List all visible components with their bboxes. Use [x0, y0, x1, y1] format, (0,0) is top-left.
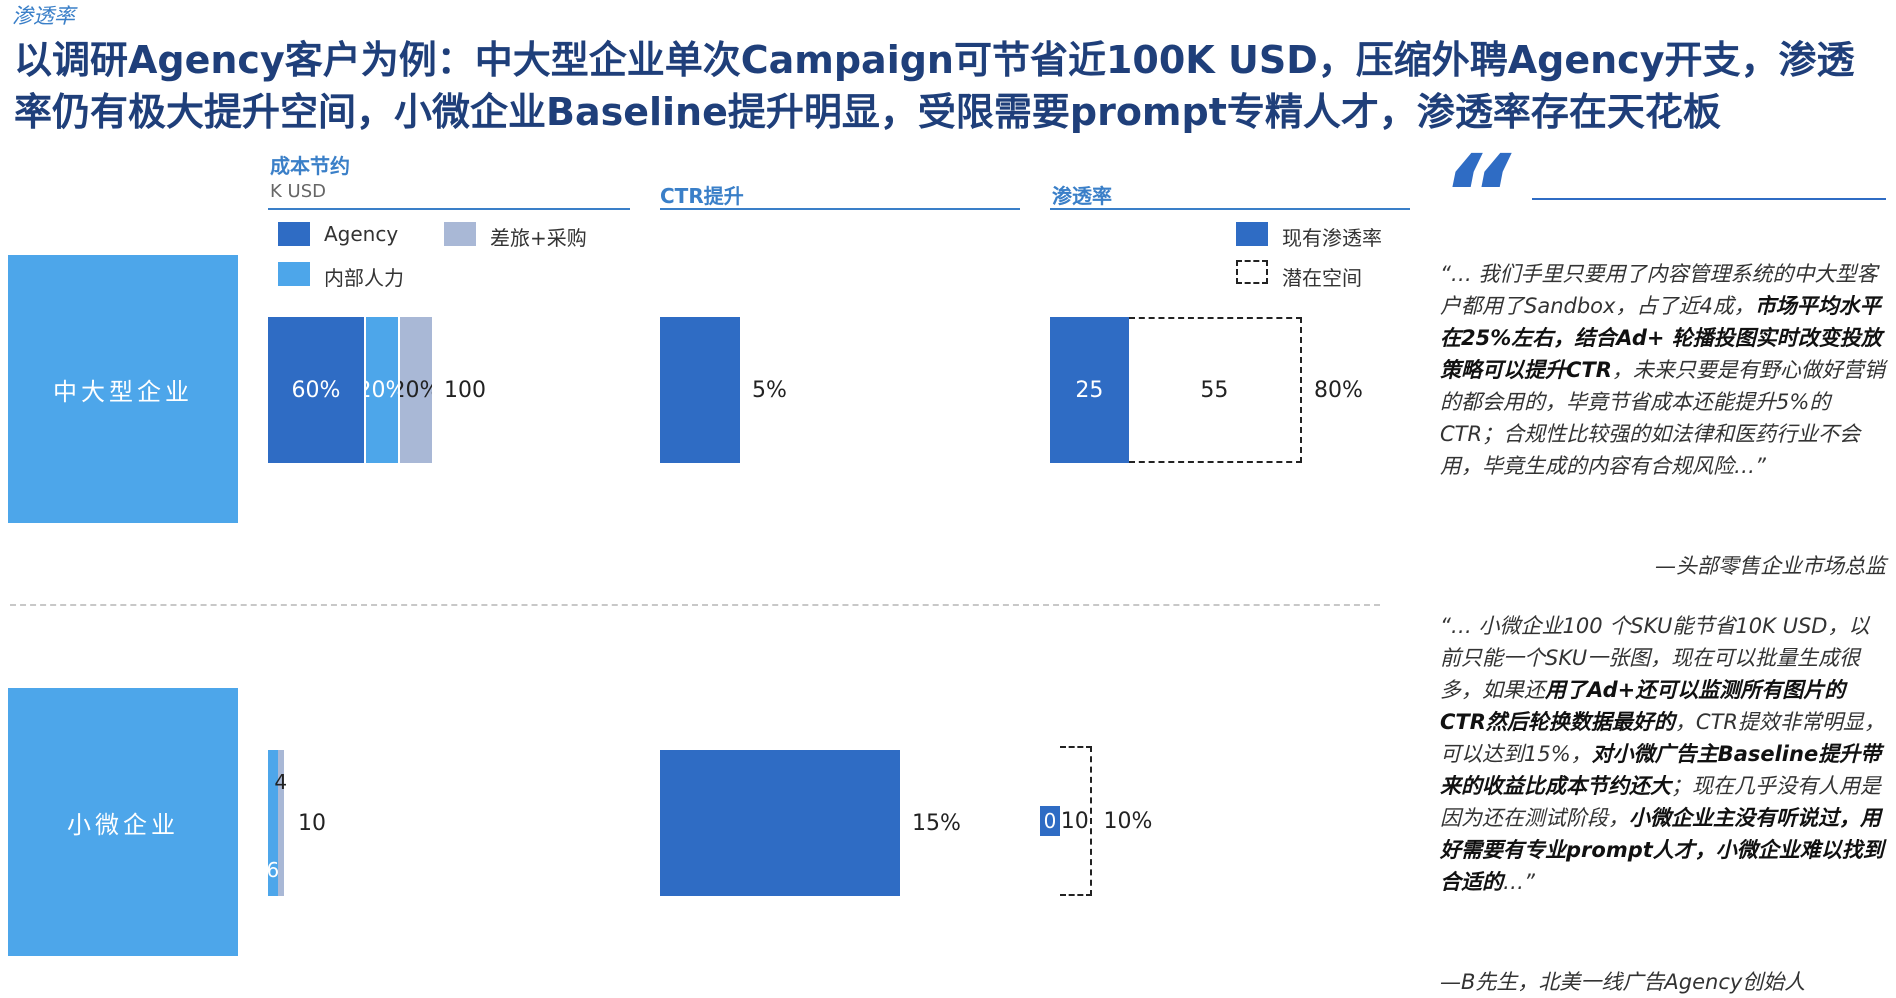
cost-agency-segment: 60%: [268, 317, 366, 463]
legend-agency-label: Agency: [324, 222, 399, 246]
ctr-bar-large: 5%: [660, 317, 787, 463]
ctr-large-label: 5%: [752, 377, 787, 403]
legend-potential-label: 潜在空间: [1282, 266, 1362, 290]
legend-internal-label: 内部人力: [324, 266, 404, 290]
quote-1-attribution: —头部零售企业市场总监: [1655, 554, 1886, 578]
ctr-small-segment: [660, 750, 900, 896]
ctr-section-rule: [660, 208, 1020, 210]
pen-bar-large: 25 55 80%: [1050, 317, 1363, 463]
pen-potential-large-label: 55: [1200, 377, 1229, 403]
cost-internal-small-segment: 6: [268, 750, 278, 896]
cost-bar-small: 6 4 10: [268, 750, 326, 896]
legend-current-swatch: [1236, 222, 1268, 246]
pen-total-small: 10%: [1103, 808, 1153, 834]
pen-potential-small-segment: 10: [1060, 746, 1092, 896]
cost-internal-label: 20%: [366, 377, 398, 403]
penetration-section-rule: [1050, 208, 1410, 210]
cost-internal-segment: 20%: [366, 317, 400, 463]
pen-current-small-label: 0: [1043, 809, 1057, 833]
row-label-small-enterprise: 小微企业: [8, 688, 238, 956]
cost-travel-segment: 20%: [400, 317, 432, 463]
pen-potential-small-label: 10: [1060, 808, 1089, 834]
quote-rule: [1532, 198, 1886, 200]
cost-unit-label: K USD: [270, 181, 326, 202]
ctr-bar-small: 15%: [660, 750, 961, 896]
cost-total-large: 100: [444, 377, 486, 403]
cost-section-title: 成本节约: [270, 154, 350, 178]
legend-internal-swatch: [278, 262, 310, 286]
penetration-section-title: 渗透率: [1052, 184, 1112, 208]
quote-2-attribution: —B先生，北美一线广告Agency创始人: [1440, 970, 1806, 994]
pen-current-small-segment: 0: [1040, 806, 1060, 836]
quote-2: “… 小微企业100 个SKU能节省10K USD，以前只能一个SKU一张图，现…: [1440, 614, 1885, 894]
pen-total-large: 80%: [1314, 377, 1363, 403]
page-title: 以调研Agency客户为例：中大型企业单次Campaign可节省近100K US…: [14, 38, 1855, 134]
legend-potential-swatch: [1236, 260, 1268, 284]
row-divider: [10, 604, 1380, 606]
cost-section-rule: [268, 208, 630, 210]
pen-potential-large-segment: 55: [1128, 317, 1302, 463]
section-tag: 渗透率: [12, 4, 75, 28]
pen-current-large-segment: 25: [1050, 317, 1129, 463]
legend-travel-label: 差旅+采购: [490, 226, 587, 250]
cost-travel-small-segment: 4: [274, 750, 287, 896]
cost-agency-label: 60%: [291, 377, 341, 403]
pen-current-large-label: 25: [1075, 377, 1104, 403]
ctr-large-segment: [660, 317, 740, 463]
pen-bar-small: 0 10 10%: [1040, 746, 1152, 896]
cost-internal-small-label: 6: [268, 858, 278, 882]
cost-travel-small-label: 4: [274, 770, 288, 794]
quote-1: “… 我们手里只要用了内容管理系统的中大型客户都用了Sandbox，占了近4成，…: [1440, 262, 1885, 478]
legend-travel-swatch: [444, 222, 476, 246]
quote-mark-icon: “: [1440, 131, 1511, 259]
legend-current-label: 现有渗透率: [1282, 226, 1382, 250]
row-label-large-enterprise: 中大型企业: [8, 255, 238, 523]
cost-total-small: 10: [297, 810, 326, 836]
cost-travel-label: 20%: [400, 377, 432, 403]
cost-bar-large: 60% 20% 20% 100: [268, 317, 486, 463]
ctr-small-label: 15%: [912, 810, 961, 836]
ctr-section-title: CTR提升: [660, 184, 744, 208]
legend-agency-swatch: [278, 222, 310, 246]
